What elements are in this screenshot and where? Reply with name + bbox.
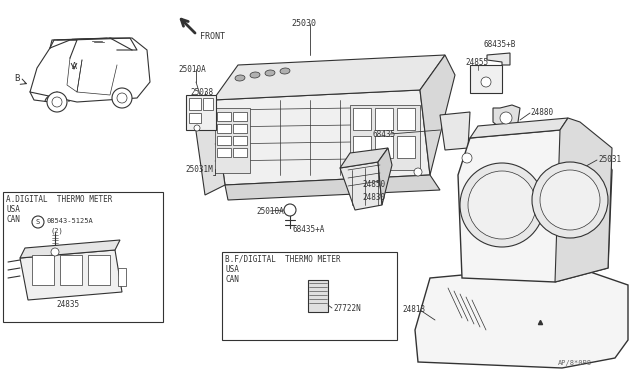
Text: 24813: 24813 xyxy=(402,305,425,314)
Circle shape xyxy=(540,170,600,230)
Polygon shape xyxy=(225,175,440,200)
Bar xyxy=(189,113,201,123)
Text: 08543-5125A: 08543-5125A xyxy=(46,218,93,224)
Text: 68435+A: 68435+A xyxy=(293,225,325,234)
Text: AP/8*0P8: AP/8*0P8 xyxy=(558,360,592,366)
Text: USA: USA xyxy=(225,265,239,274)
Circle shape xyxy=(284,204,296,216)
Bar xyxy=(233,112,247,121)
Bar xyxy=(350,105,420,170)
Text: 68435+B: 68435+B xyxy=(484,40,516,49)
Bar xyxy=(397,108,415,130)
Polygon shape xyxy=(420,55,455,175)
Circle shape xyxy=(460,163,544,247)
Polygon shape xyxy=(20,240,120,258)
Text: 25010A: 25010A xyxy=(178,65,205,74)
Text: B.F/DIGITAL  THERMO METER: B.F/DIGITAL THERMO METER xyxy=(225,255,340,264)
Bar xyxy=(215,108,250,173)
Ellipse shape xyxy=(309,308,327,316)
Text: 25030: 25030 xyxy=(291,19,316,28)
Text: 27722N: 27722N xyxy=(333,304,361,313)
Text: 24880: 24880 xyxy=(530,108,553,117)
Bar xyxy=(353,136,371,158)
Text: 24835: 24835 xyxy=(56,300,79,309)
Polygon shape xyxy=(378,148,392,205)
Bar xyxy=(217,136,231,145)
Text: 68435: 68435 xyxy=(373,130,396,139)
Circle shape xyxy=(500,112,512,124)
Circle shape xyxy=(414,168,422,176)
Bar xyxy=(203,98,213,110)
Polygon shape xyxy=(493,105,520,128)
Text: 24855: 24855 xyxy=(465,58,488,67)
Bar xyxy=(222,252,397,340)
Polygon shape xyxy=(440,112,470,150)
Bar xyxy=(60,255,82,285)
Bar xyxy=(233,148,247,157)
Text: CAN: CAN xyxy=(6,215,20,224)
Circle shape xyxy=(52,97,62,107)
Bar xyxy=(32,255,54,285)
Text: USA: USA xyxy=(6,205,20,214)
Circle shape xyxy=(481,77,491,87)
Bar xyxy=(375,136,393,158)
Text: FRONT: FRONT xyxy=(200,32,225,41)
Bar xyxy=(186,95,216,130)
Ellipse shape xyxy=(309,276,327,284)
Ellipse shape xyxy=(250,72,260,78)
Polygon shape xyxy=(193,100,225,195)
Bar xyxy=(217,112,231,121)
Text: A: A xyxy=(72,62,77,71)
Bar xyxy=(189,98,201,110)
Bar xyxy=(88,255,110,285)
Text: 25031M: 25031M xyxy=(185,165,212,174)
Bar xyxy=(233,124,247,133)
Circle shape xyxy=(47,92,67,112)
Text: 25031: 25031 xyxy=(598,155,621,164)
Ellipse shape xyxy=(280,68,290,74)
Text: 24850: 24850 xyxy=(362,180,385,189)
Polygon shape xyxy=(213,55,445,100)
Text: 25038: 25038 xyxy=(190,88,213,97)
Text: (2): (2) xyxy=(50,227,63,234)
Ellipse shape xyxy=(235,75,245,81)
Polygon shape xyxy=(340,162,382,210)
Polygon shape xyxy=(470,118,568,138)
Text: 24830: 24830 xyxy=(362,193,385,202)
Text: 25010A: 25010A xyxy=(256,207,284,216)
Bar xyxy=(217,124,231,133)
Polygon shape xyxy=(30,38,150,102)
Polygon shape xyxy=(458,130,612,282)
Polygon shape xyxy=(340,148,388,168)
Circle shape xyxy=(462,153,472,163)
Ellipse shape xyxy=(265,70,275,76)
Bar xyxy=(397,136,415,158)
Polygon shape xyxy=(20,250,122,300)
Bar xyxy=(233,136,247,145)
Text: S: S xyxy=(36,219,40,225)
Text: CAN: CAN xyxy=(225,275,239,284)
Polygon shape xyxy=(415,265,628,368)
Bar xyxy=(3,192,163,322)
Text: B: B xyxy=(14,74,19,83)
Bar xyxy=(308,280,328,312)
Circle shape xyxy=(532,162,608,238)
Circle shape xyxy=(468,171,536,239)
Bar xyxy=(118,268,126,286)
Bar xyxy=(353,108,371,130)
Text: A.DIGITAL  THERMO METER: A.DIGITAL THERMO METER xyxy=(6,195,113,204)
Bar xyxy=(217,148,231,157)
Circle shape xyxy=(51,248,59,256)
Bar xyxy=(470,65,502,93)
Bar xyxy=(375,108,393,130)
Polygon shape xyxy=(213,90,430,185)
Polygon shape xyxy=(487,53,510,65)
Circle shape xyxy=(32,216,44,228)
Polygon shape xyxy=(555,118,612,282)
Circle shape xyxy=(117,93,127,103)
Circle shape xyxy=(112,88,132,108)
Circle shape xyxy=(194,125,200,131)
